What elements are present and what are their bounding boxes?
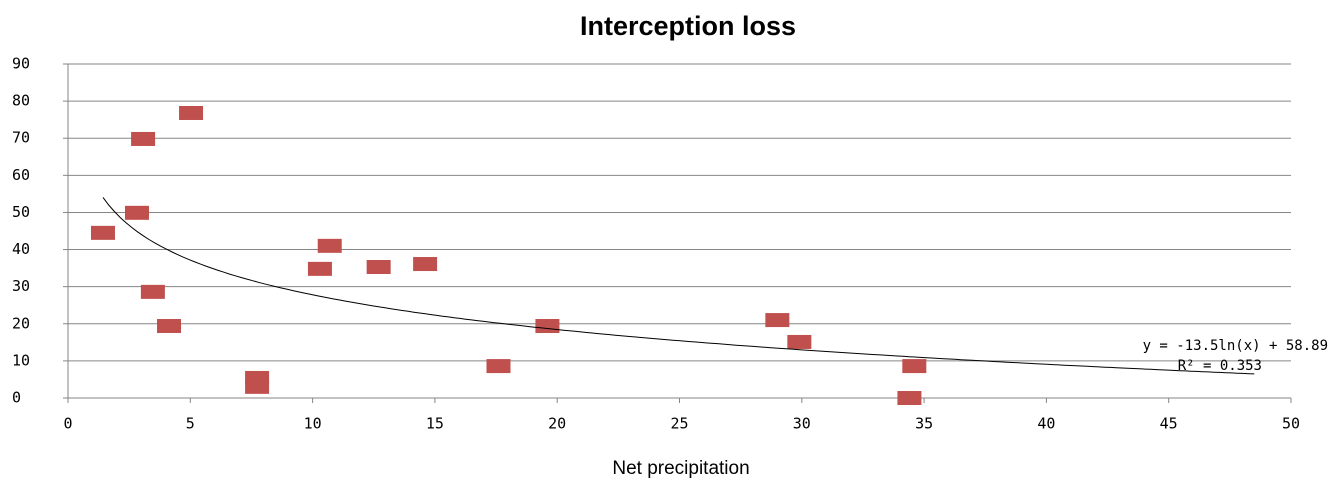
- y-tick-label: 70: [12, 129, 30, 147]
- y-tick-label: 90: [12, 55, 30, 73]
- point: [413, 257, 438, 272]
- point: [90, 225, 115, 240]
- point: [787, 334, 812, 349]
- y-tick-label: 60: [12, 166, 30, 184]
- trend-equation: y = -13.5ln(x) + 58.89: [1143, 338, 1328, 354]
- trendline: [102, 197, 1255, 375]
- x-tick-label: 40: [1037, 415, 1055, 433]
- y-tick-label: 30: [12, 277, 30, 295]
- point: [902, 359, 927, 374]
- x-tick-label: 30: [793, 415, 811, 433]
- x-tick-label: 45: [1160, 415, 1178, 433]
- y-tick-label: 50: [12, 203, 30, 221]
- x-tick-label: 25: [670, 415, 688, 433]
- y-tick-label: 10: [12, 351, 30, 369]
- trend-r2: R² = 0.353: [1178, 358, 1262, 374]
- point: [535, 319, 560, 334]
- y-tick-label: 40: [12, 240, 30, 258]
- x-tick-label: 20: [548, 415, 566, 433]
- x-tick-label: 10: [304, 415, 322, 433]
- point: [124, 205, 149, 220]
- x-tick-label: 15: [426, 415, 444, 433]
- x-tick-label: 5: [186, 415, 195, 433]
- x-tick-label: 35: [915, 415, 933, 433]
- point: [131, 131, 156, 146]
- y-tick-label: 20: [12, 314, 30, 332]
- point: [140, 284, 165, 299]
- point: [486, 359, 511, 374]
- point: [765, 313, 790, 328]
- chart-title: Interception loss: [580, 11, 796, 41]
- x-axis-label: Net precipitation: [612, 458, 749, 479]
- x-tick-label: 0: [63, 415, 72, 433]
- point: [179, 105, 204, 120]
- point: [317, 238, 342, 253]
- point: [897, 391, 922, 405]
- point: [245, 379, 270, 394]
- point: [307, 261, 332, 276]
- point: [366, 259, 391, 274]
- point: [157, 319, 182, 334]
- y-tick-label: 80: [12, 92, 30, 110]
- x-tick-label: 50: [1282, 415, 1300, 433]
- y-tick-label: 0: [12, 389, 21, 407]
